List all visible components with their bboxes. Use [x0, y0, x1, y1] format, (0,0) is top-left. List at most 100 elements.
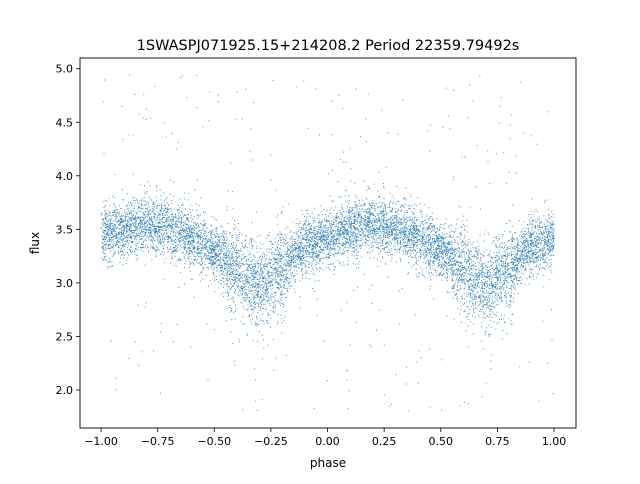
data-point	[350, 232, 352, 234]
data-point	[121, 245, 123, 246]
data-point	[249, 267, 251, 268]
data-point	[487, 316, 489, 317]
data-point	[511, 238, 513, 240]
data-point	[380, 236, 382, 238]
data-point	[320, 259, 322, 261]
data-point	[305, 220, 306, 222]
data-point	[499, 280, 501, 282]
data-point	[128, 217, 130, 219]
data-point	[440, 267, 442, 269]
data-point	[253, 299, 255, 301]
data-point	[261, 262, 263, 263]
data-point	[280, 286, 282, 288]
data-point	[469, 254, 471, 256]
data-point	[254, 324, 256, 326]
data-point	[409, 249, 411, 251]
data-point	[412, 240, 414, 241]
data-point	[231, 310, 233, 312]
data-point	[186, 251, 188, 253]
data-point	[315, 248, 317, 250]
data-point	[481, 304, 483, 306]
data-point	[228, 294, 229, 296]
data-point	[134, 238, 136, 240]
data-point	[154, 214, 156, 216]
data-point	[147, 215, 149, 217]
data-point	[287, 291, 289, 293]
data-point	[139, 226, 141, 228]
data-point	[381, 245, 383, 246]
data-point	[277, 286, 279, 288]
data-point	[355, 216, 357, 218]
data-point	[127, 202, 129, 204]
data-point	[110, 232, 112, 234]
data-point	[348, 226, 350, 228]
data-point	[418, 235, 420, 236]
data-point	[216, 266, 218, 268]
data-point	[262, 286, 264, 288]
data-point	[475, 268, 477, 270]
data-point	[316, 251, 317, 253]
data-point	[329, 244, 331, 246]
data-point	[294, 245, 296, 247]
data-point	[154, 232, 155, 234]
data-point	[112, 224, 114, 226]
data-point	[279, 237, 281, 239]
data-point	[242, 263, 244, 265]
data-point	[158, 223, 160, 225]
data-point	[256, 316, 258, 318]
data-point	[260, 271, 262, 273]
data-point	[142, 244, 144, 246]
data-point	[299, 246, 301, 248]
data-point	[194, 240, 195, 242]
data-point	[253, 255, 255, 257]
data-point	[127, 208, 129, 210]
data-point	[212, 259, 214, 261]
data-point	[266, 263, 268, 265]
data-point	[549, 262, 551, 264]
data-point	[256, 278, 258, 280]
data-point	[148, 220, 150, 222]
data-point	[338, 237, 340, 239]
data-point	[536, 266, 537, 267]
data-point	[460, 265, 462, 267]
data-point	[279, 284, 281, 286]
data-point	[513, 261, 515, 263]
data-point	[186, 236, 188, 238]
data-point	[520, 241, 522, 243]
data-point	[504, 268, 506, 270]
data-point	[278, 254, 280, 256]
data-point	[138, 217, 140, 219]
data-point	[402, 99, 404, 101]
data-point	[155, 219, 157, 221]
data-point	[303, 228, 305, 230]
data-point	[176, 324, 178, 326]
data-point	[321, 221, 323, 223]
data-point	[294, 279, 296, 281]
data-point	[371, 212, 373, 214]
data-point	[272, 279, 274, 281]
data-point	[111, 243, 113, 245]
data-point	[398, 290, 400, 292]
data-point	[452, 271, 454, 273]
data-point	[180, 244, 182, 246]
data-point	[226, 242, 228, 244]
data-point	[513, 286, 515, 288]
data-point	[357, 255, 359, 257]
data-point	[197, 247, 198, 249]
data-point	[255, 307, 256, 309]
data-point	[410, 246, 412, 248]
data-point	[403, 220, 405, 222]
data-point	[154, 213, 156, 215]
data-point	[203, 219, 205, 221]
data-point	[524, 255, 526, 257]
data-point	[450, 249, 452, 251]
data-point	[514, 254, 516, 256]
data-point	[408, 249, 409, 251]
data-point	[530, 234, 532, 236]
data-point	[326, 220, 328, 222]
data-point	[506, 241, 508, 243]
data-point	[265, 296, 267, 298]
data-point	[150, 217, 152, 219]
data-point	[383, 213, 385, 215]
data-point	[133, 219, 135, 221]
